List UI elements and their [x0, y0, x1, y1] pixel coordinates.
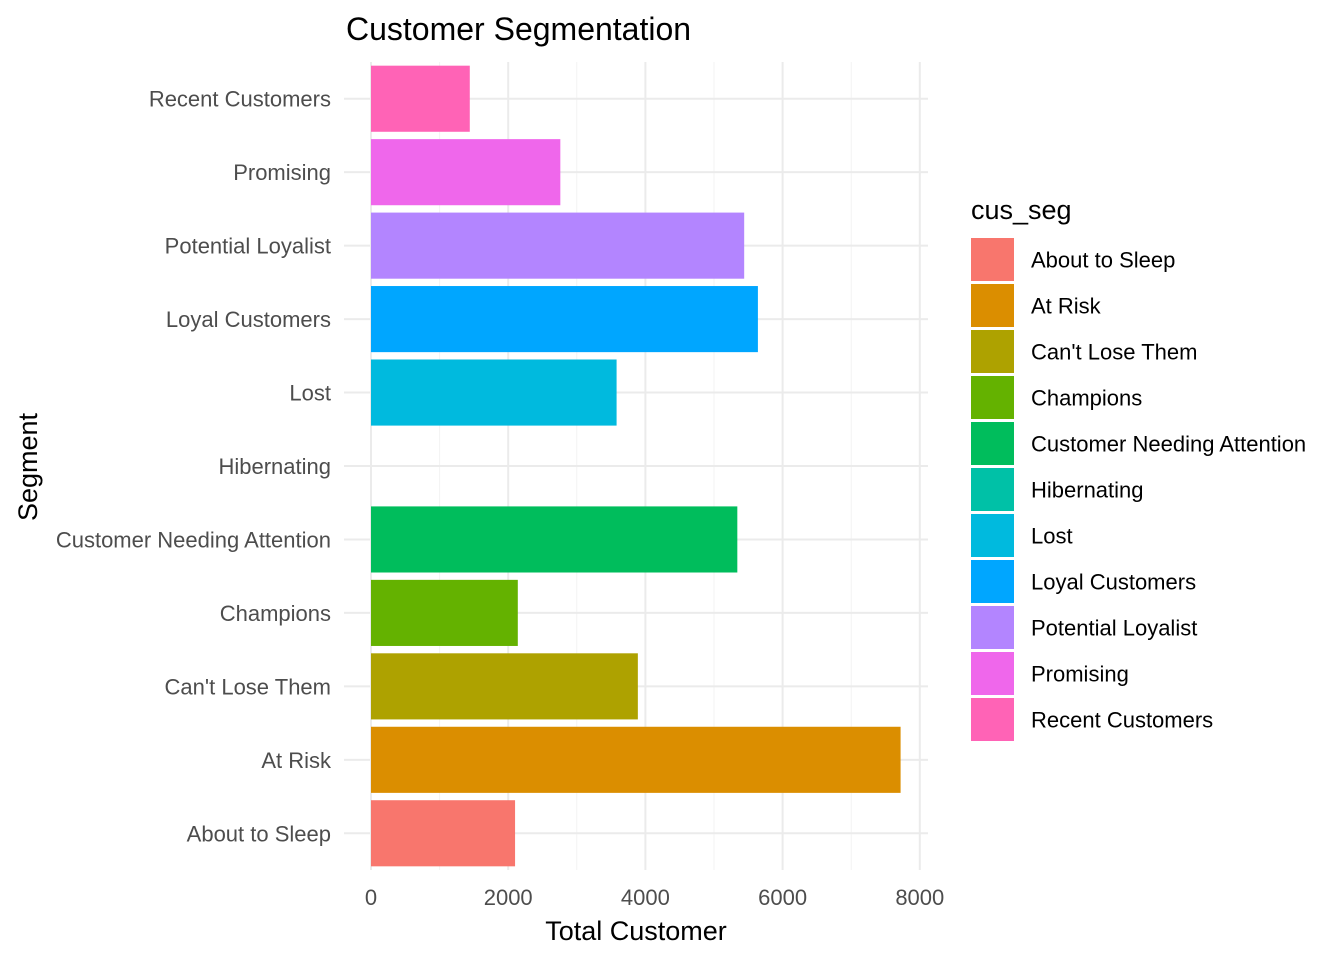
bar	[371, 359, 617, 426]
y-tick-label: Hibernating	[218, 454, 331, 479]
legend-label: About to Sleep	[1031, 248, 1175, 273]
x-tick-label: 6000	[758, 885, 807, 910]
legend-label: Can't Lose Them	[1031, 340, 1197, 365]
y-tick-label: Lost	[289, 381, 331, 406]
legend-key	[971, 422, 1014, 465]
legend-label: Lost	[1031, 524, 1073, 549]
x-tick-label: 8000	[895, 885, 944, 910]
bar	[371, 653, 638, 720]
y-tick-label: At Risk	[261, 748, 332, 773]
bar	[371, 506, 738, 573]
legend-key	[971, 652, 1014, 695]
bar	[371, 579, 518, 646]
legend-label: Potential Loyalist	[1031, 616, 1197, 641]
bars	[371, 65, 901, 867]
legend-label: At Risk	[1031, 294, 1102, 319]
legend-label: Customer Needing Attention	[1031, 432, 1306, 457]
bar	[371, 800, 516, 867]
legend-label: Recent Customers	[1031, 708, 1213, 733]
y-tick-label: Loyal Customers	[166, 307, 331, 332]
legend-key	[971, 698, 1014, 741]
y-tick-label: Customer Needing Attention	[56, 527, 331, 552]
bar	[371, 726, 901, 793]
legend-key	[971, 376, 1014, 419]
legend-label: Champions	[1031, 386, 1142, 411]
legend-items: About to Sleep At Risk Can't Lose Them Cham…	[971, 238, 1306, 741]
legend-key	[971, 284, 1014, 327]
y-axis-title: Segment	[13, 412, 43, 521]
legend-key	[971, 514, 1014, 557]
x-axis-tick-labels: 0 2000 4000 6000 8000	[365, 885, 944, 910]
y-tick-label: Can't Lose Them	[165, 674, 331, 699]
x-tick-label: 2000	[484, 885, 533, 910]
y-tick-label: Champions	[220, 601, 331, 626]
legend: cus_seg About to Sleep At Risk Can't Lose …	[971, 195, 1306, 741]
x-tick-label: 4000	[621, 885, 670, 910]
x-tick-label: 0	[365, 885, 377, 910]
bar	[371, 212, 745, 279]
chart-title: Customer Segmentation	[346, 11, 691, 47]
x-axis-title: Total Customer	[545, 916, 727, 946]
legend-key	[971, 238, 1014, 281]
y-tick-label: Potential Loyalist	[165, 234, 331, 259]
legend-key	[971, 468, 1014, 511]
legend-title: cus_seg	[971, 195, 1072, 225]
bar	[371, 65, 470, 132]
bar	[371, 286, 758, 353]
y-axis-tick-labels: About to Sleep At Risk Can't Lose Them Cham…	[56, 87, 332, 847]
y-tick-label: Recent Customers	[149, 87, 331, 112]
bar	[371, 139, 561, 206]
legend-label: Loyal Customers	[1031, 570, 1196, 595]
legend-label: Hibernating	[1031, 478, 1144, 503]
y-tick-label: Promising	[233, 160, 331, 185]
legend-key	[971, 330, 1014, 373]
legend-label: Promising	[1031, 662, 1129, 687]
legend-key	[971, 606, 1014, 649]
y-tick-label: About to Sleep	[187, 821, 331, 846]
legend-key	[971, 560, 1014, 603]
